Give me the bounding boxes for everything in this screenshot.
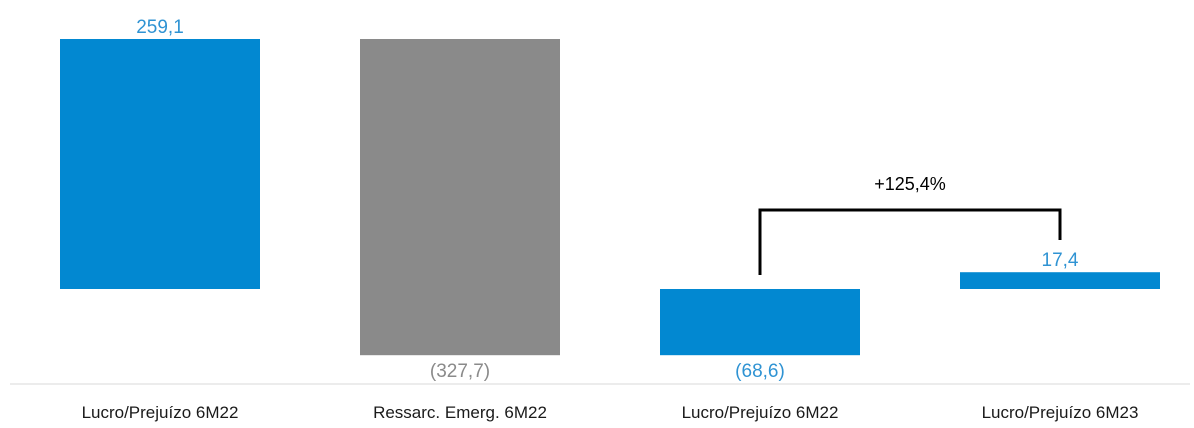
category-label-1: Lucro/Prejuízo 6M22 [82,403,239,422]
data-label-4: 17,4 [1042,250,1079,271]
bar-4 [960,272,1160,289]
data-label-3: (68,6) [735,361,785,382]
category-label-2: Ressarc. Emerg. 6M22 [373,403,547,422]
bar-1 [60,39,260,289]
data-label-2: (327,7) [430,361,490,382]
category-label-3: Lucro/Prejuízo 6M22 [682,403,839,422]
growth-annotation: +125,4% [874,174,946,194]
category-label-4: Lucro/Prejuízo 6M23 [982,403,1139,422]
bar-2 [360,39,560,356]
data-label-1: 259,1 [136,17,184,38]
growth-bracket [758,208,1062,275]
bar-3 [660,289,860,356]
